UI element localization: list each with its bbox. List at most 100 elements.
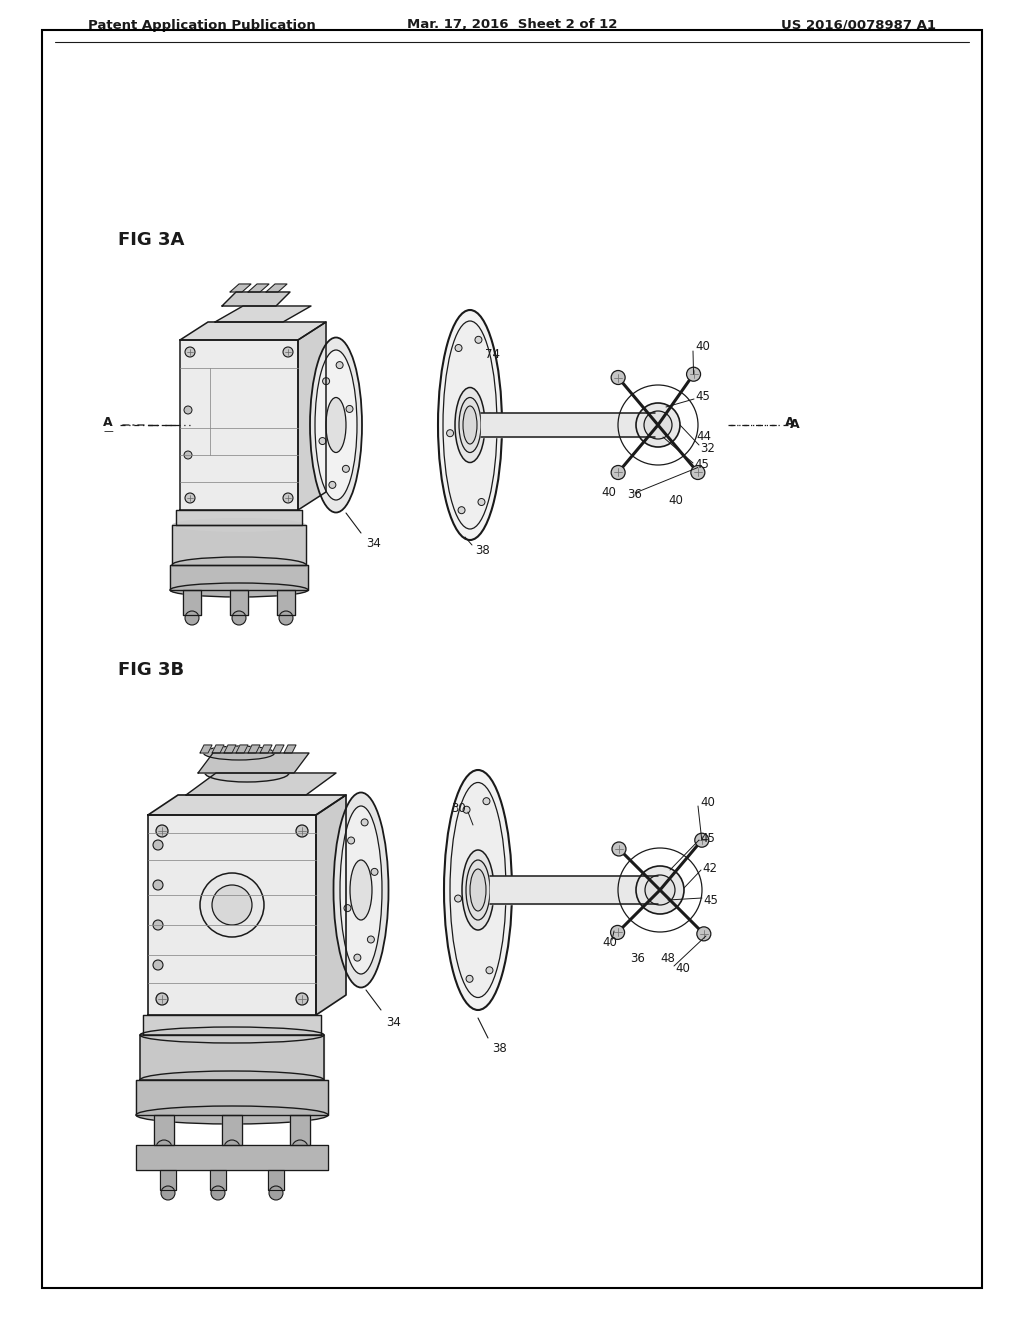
Text: 45: 45 <box>694 458 709 471</box>
Circle shape <box>612 842 626 855</box>
Ellipse shape <box>205 764 289 781</box>
Ellipse shape <box>455 388 485 462</box>
Text: 45: 45 <box>703 894 718 907</box>
Circle shape <box>611 371 625 384</box>
Circle shape <box>347 837 354 843</box>
Ellipse shape <box>443 321 497 529</box>
Circle shape <box>466 975 473 982</box>
Circle shape <box>611 466 625 479</box>
Polygon shape <box>215 306 311 322</box>
Circle shape <box>694 833 709 847</box>
Circle shape <box>269 1185 283 1200</box>
Polygon shape <box>268 1170 284 1191</box>
Circle shape <box>686 367 700 381</box>
Text: 36: 36 <box>628 488 642 502</box>
Polygon shape <box>160 1170 176 1191</box>
Polygon shape <box>224 744 236 752</box>
Polygon shape <box>316 795 346 1015</box>
Text: 30: 30 <box>452 801 466 814</box>
Text: 34: 34 <box>366 537 381 550</box>
Circle shape <box>161 1185 175 1200</box>
Polygon shape <box>200 744 212 752</box>
Text: A: A <box>103 417 113 429</box>
Text: 40: 40 <box>602 936 617 949</box>
Circle shape <box>200 873 264 937</box>
Ellipse shape <box>170 583 308 597</box>
Ellipse shape <box>459 397 481 453</box>
Circle shape <box>478 499 485 506</box>
Text: A: A <box>790 418 800 432</box>
Polygon shape <box>154 1115 174 1144</box>
Polygon shape <box>180 322 326 341</box>
Ellipse shape <box>450 783 506 998</box>
Circle shape <box>645 875 675 906</box>
Ellipse shape <box>463 407 477 444</box>
Circle shape <box>342 466 349 473</box>
Ellipse shape <box>326 397 346 453</box>
Polygon shape <box>140 1035 324 1080</box>
Polygon shape <box>183 590 201 615</box>
Polygon shape <box>248 744 260 752</box>
Ellipse shape <box>350 861 372 920</box>
Circle shape <box>184 407 193 414</box>
Circle shape <box>455 895 462 902</box>
Text: 74: 74 <box>485 348 500 362</box>
Polygon shape <box>136 1144 328 1170</box>
Text: —: — <box>103 426 113 436</box>
Circle shape <box>636 403 680 447</box>
Circle shape <box>153 920 163 931</box>
Circle shape <box>224 1140 240 1156</box>
Polygon shape <box>212 744 224 752</box>
Text: 44: 44 <box>696 430 711 444</box>
Polygon shape <box>278 590 295 615</box>
Circle shape <box>636 866 684 913</box>
Polygon shape <box>222 1115 242 1144</box>
Text: Mar. 17, 2016  Sheet 2 of 12: Mar. 17, 2016 Sheet 2 of 12 <box>407 18 617 32</box>
Ellipse shape <box>334 792 388 987</box>
Circle shape <box>212 884 252 925</box>
Polygon shape <box>148 795 346 814</box>
Circle shape <box>336 362 343 368</box>
Circle shape <box>644 411 672 440</box>
Ellipse shape <box>462 850 494 931</box>
Circle shape <box>458 507 465 513</box>
Ellipse shape <box>466 861 490 920</box>
Text: Patent Application Publication: Patent Application Publication <box>88 18 315 32</box>
Polygon shape <box>180 341 298 510</box>
Text: 32: 32 <box>700 442 715 455</box>
Circle shape <box>368 936 375 942</box>
Polygon shape <box>172 525 306 565</box>
Ellipse shape <box>444 770 512 1010</box>
Circle shape <box>486 966 493 974</box>
Ellipse shape <box>140 1071 324 1089</box>
Circle shape <box>446 430 454 437</box>
Ellipse shape <box>470 869 486 911</box>
Circle shape <box>463 807 470 813</box>
Circle shape <box>475 337 482 343</box>
Text: US 2016/0078987 A1: US 2016/0078987 A1 <box>781 18 936 32</box>
Text: 40: 40 <box>700 796 715 808</box>
Polygon shape <box>148 814 316 1015</box>
Text: 38: 38 <box>475 544 489 557</box>
Polygon shape <box>222 292 290 306</box>
Text: 38: 38 <box>492 1041 507 1055</box>
Polygon shape <box>170 565 308 590</box>
Polygon shape <box>290 1115 310 1144</box>
Text: 40: 40 <box>601 487 616 499</box>
Circle shape <box>344 904 351 912</box>
Circle shape <box>346 405 353 412</box>
Text: 40: 40 <box>675 961 690 974</box>
Polygon shape <box>176 510 302 525</box>
Circle shape <box>329 482 336 488</box>
Circle shape <box>319 437 326 445</box>
Ellipse shape <box>438 310 502 540</box>
Polygon shape <box>230 590 248 615</box>
Circle shape <box>283 492 293 503</box>
Circle shape <box>153 880 163 890</box>
Text: A: A <box>785 417 795 429</box>
Text: 34: 34 <box>386 1016 400 1030</box>
Circle shape <box>185 347 195 356</box>
Polygon shape <box>198 752 309 774</box>
Circle shape <box>610 925 625 940</box>
Circle shape <box>185 492 195 503</box>
